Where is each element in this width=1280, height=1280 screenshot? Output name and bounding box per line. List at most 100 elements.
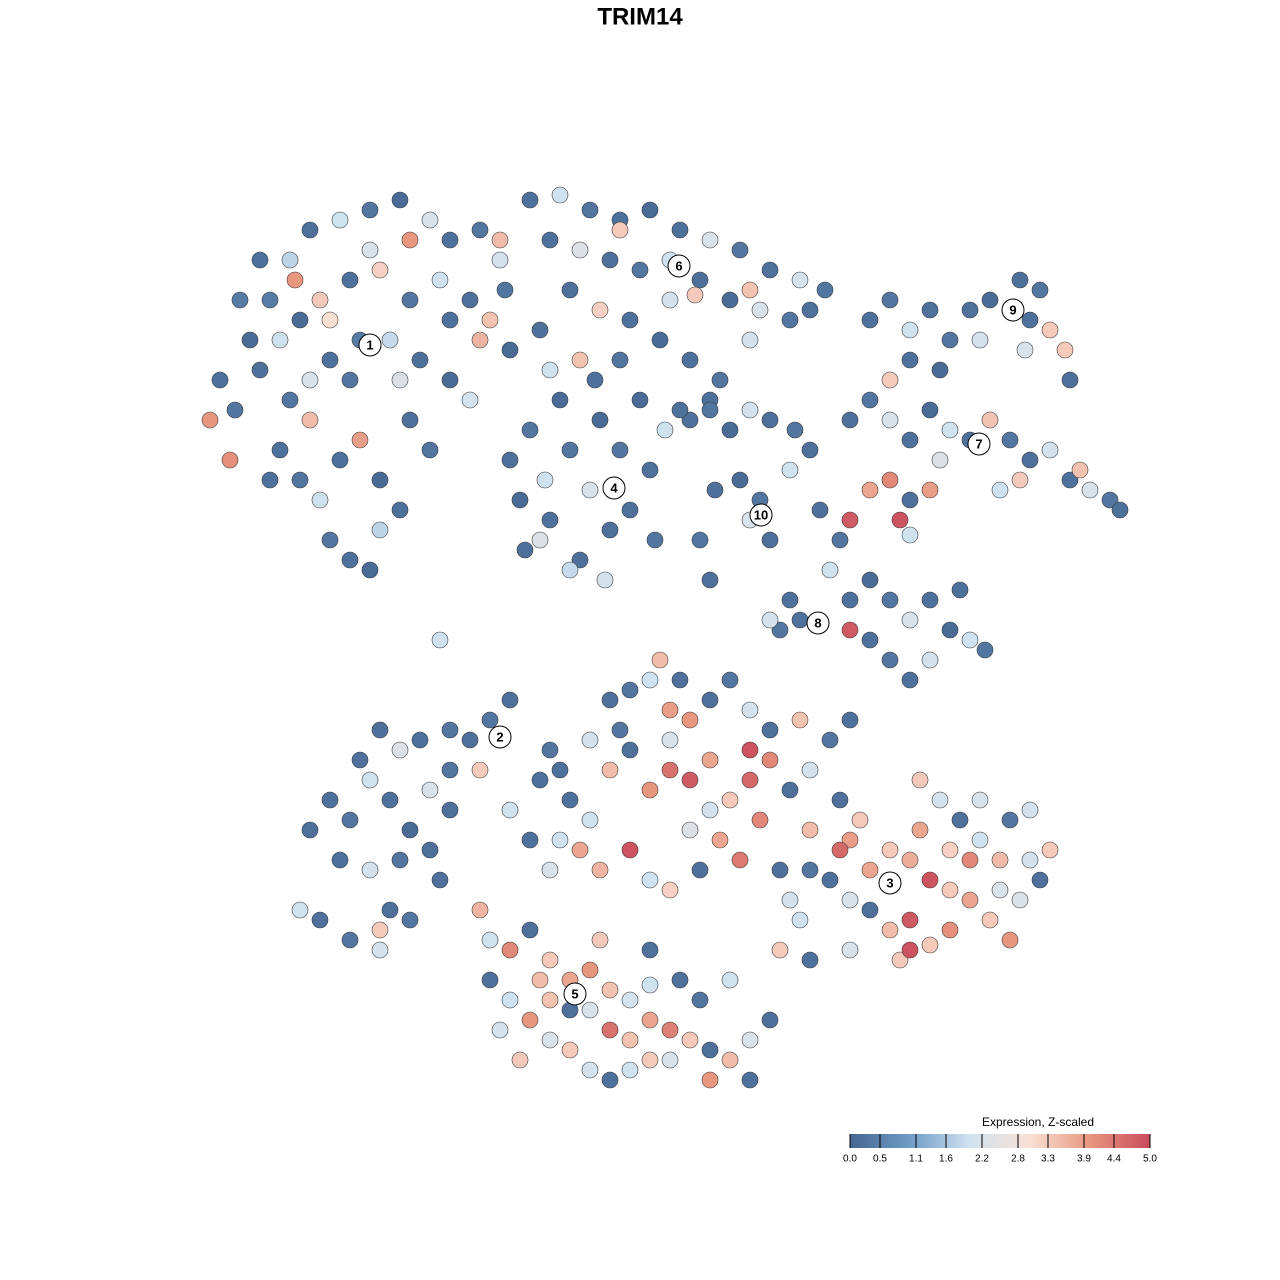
point [921,591,939,609]
point [411,351,429,369]
point [661,881,679,899]
point [841,511,859,529]
point [691,861,709,879]
point [791,271,809,289]
point [511,491,529,509]
point [581,961,599,979]
point [921,301,939,319]
point [661,731,679,749]
point [971,791,989,809]
point [761,531,779,549]
point [851,811,869,829]
point [281,251,299,269]
point [1016,341,1034,359]
colorbar-tick-label: 2.2 [975,1154,989,1165]
point [841,941,859,959]
point [901,611,919,629]
point [301,821,319,839]
point [641,976,659,994]
point [631,391,649,409]
point [461,291,479,309]
point [801,761,819,779]
cluster-label-badge [563,982,587,1006]
point [1071,461,1089,479]
point [581,201,599,219]
point [801,951,819,969]
point [331,851,349,869]
point [621,681,639,699]
point [731,851,749,869]
point [671,401,689,419]
point [841,621,859,639]
point [441,231,459,249]
point [601,521,619,539]
point [706,481,724,499]
colorbar-tick-label: 1.6 [939,1154,953,1165]
point [781,781,799,799]
cluster-labels: 1 2 3 4 5 6 7 8 9 10 [358,254,1025,1006]
cluster-label-badge [878,871,902,895]
point [401,821,419,839]
point [431,271,449,289]
point [961,301,979,319]
point [781,591,799,609]
point [571,551,589,569]
point [501,691,519,709]
point [741,701,759,719]
point [961,891,979,909]
point [661,291,679,309]
point [771,621,789,639]
point [646,531,664,549]
point [541,511,559,529]
point [731,241,749,259]
point [881,471,899,489]
point [501,941,519,959]
point [761,721,779,739]
point [661,1021,679,1039]
point [421,441,439,459]
point [1021,451,1039,469]
point [691,991,709,1009]
point [536,471,554,489]
point [701,231,719,249]
point [971,331,989,349]
point [891,511,909,529]
point [651,651,669,669]
point [941,621,959,639]
point [1021,801,1039,819]
point [791,711,809,729]
point [261,471,279,489]
point [441,311,459,329]
point [671,221,689,239]
point [841,711,859,729]
point [1021,851,1039,869]
point [551,186,569,204]
point [861,571,879,589]
point [471,761,489,779]
point [641,941,659,959]
point [761,261,779,279]
point [391,501,409,519]
point [991,851,1009,869]
point [521,921,539,939]
point [641,1051,659,1069]
point [861,481,879,499]
point [531,531,549,549]
point [1001,931,1019,949]
point [881,591,899,609]
point [621,501,639,519]
point [571,241,589,259]
point [1041,441,1059,459]
point [621,841,639,859]
point [961,631,979,649]
point [501,341,519,359]
point [541,951,559,969]
colorbar-tick-label: 2.8 [1011,1154,1025,1165]
point [361,861,379,879]
point [241,331,259,349]
point [541,861,559,879]
point [1021,311,1039,329]
point [741,771,759,789]
point [1061,371,1079,389]
